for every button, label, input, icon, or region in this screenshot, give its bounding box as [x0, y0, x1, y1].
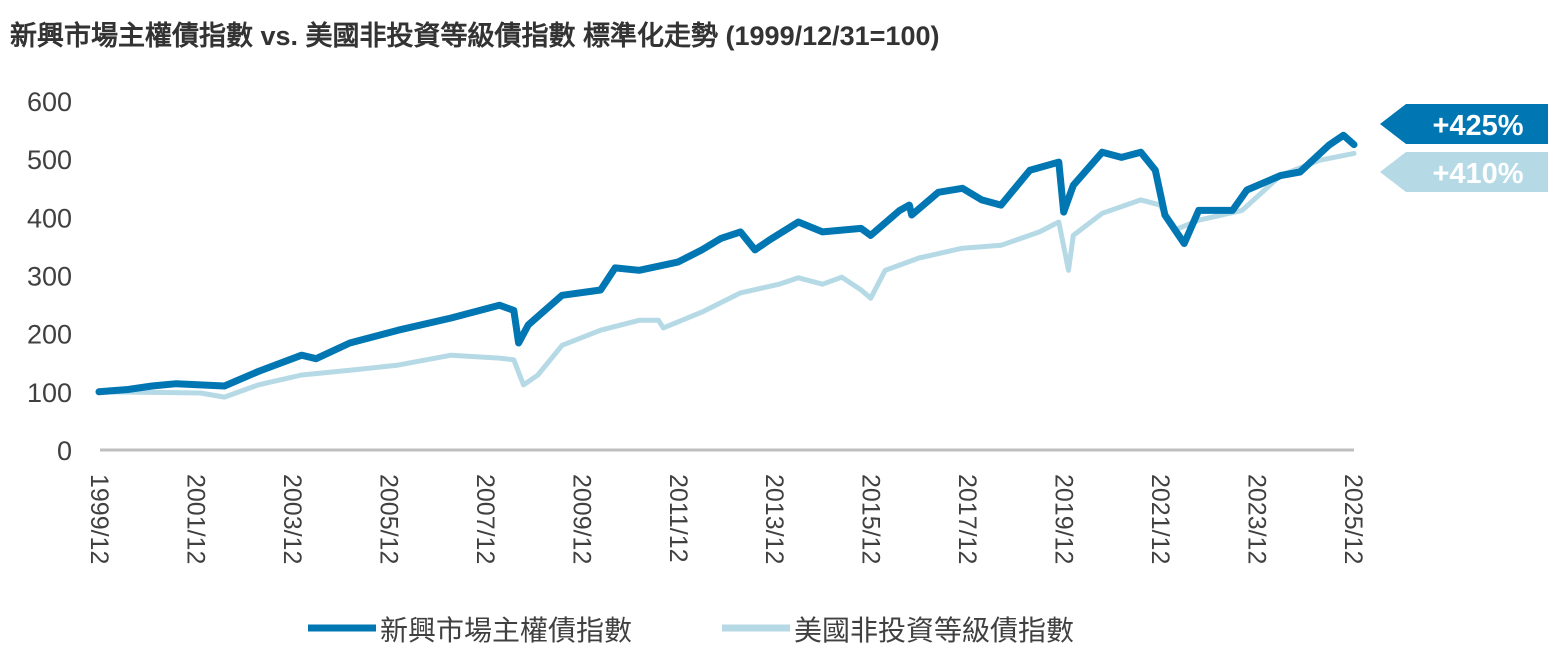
y-tick-label: 400: [27, 203, 72, 233]
badge-hy-label: +410%: [1432, 158, 1523, 190]
x-tick-label: 2001/12: [181, 474, 209, 564]
x-tick-label: 2003/12: [278, 474, 306, 564]
x-tick-label: 2009/12: [567, 474, 595, 564]
x-tick-label: 2023/12: [1243, 474, 1271, 564]
x-tick-label: 2021/12: [1146, 474, 1174, 564]
y-tick-label: 0: [57, 436, 72, 466]
badge-em-label: +425%: [1432, 110, 1523, 142]
x-tick-label: 2013/12: [760, 474, 788, 564]
badge-em-shape: [1380, 104, 1548, 144]
x-tick-label: 2025/12: [1339, 474, 1367, 564]
x-tick-label: 2019/12: [1050, 474, 1078, 564]
y-tick-label: 100: [27, 378, 72, 408]
x-tick-label: 2011/12: [664, 474, 692, 563]
chart-title: 新興市場主權債指數 vs. 美國非投資等級債指數 標準化走勢 (1999/12/…: [10, 21, 940, 51]
y-tick-label: 600: [27, 87, 72, 117]
series-line-em-sovereign: [95, 131, 1358, 396]
x-tick-label: 2007/12: [471, 474, 499, 564]
series-line-us-high-yield: [96, 150, 1357, 400]
x-tick-label: 2017/12: [953, 474, 981, 564]
x-tick-label: 2015/12: [857, 474, 885, 564]
legend-label: 新興市場主權債指數: [380, 615, 632, 646]
x-tick-label: 1999/12: [85, 474, 113, 564]
y-tick-label: 200: [27, 320, 72, 350]
x-tick-label: 2005/12: [374, 474, 402, 564]
y-tick-label: 500: [27, 145, 72, 175]
y-tick-label: 300: [27, 262, 72, 292]
badge-hy-shape: [1380, 152, 1548, 192]
legend-label: 美國非投資等級債指數: [794, 615, 1074, 646]
